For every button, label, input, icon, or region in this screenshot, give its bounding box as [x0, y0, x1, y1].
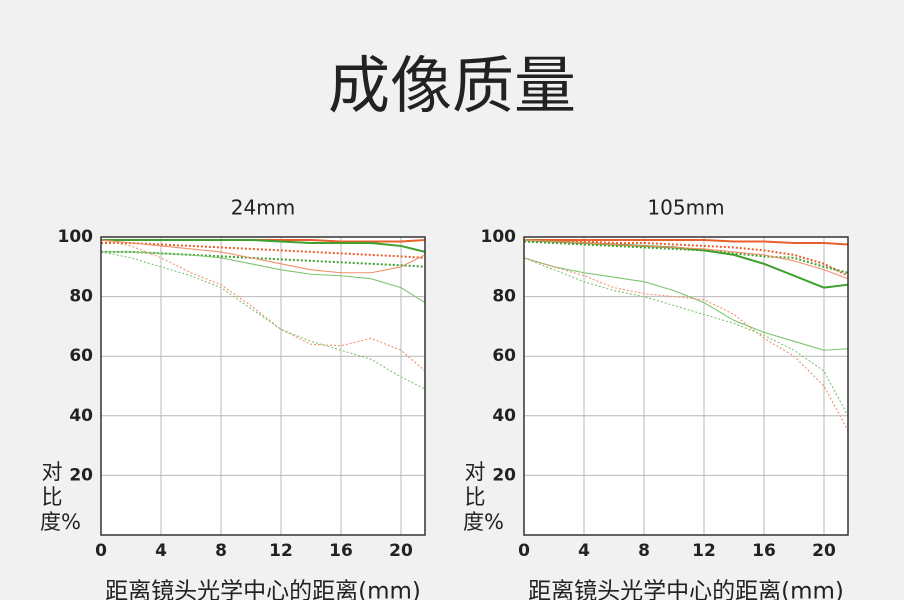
- x-tick-label: 12: [269, 541, 293, 561]
- plot-frame: [523, 236, 849, 536]
- series-line: [523, 257, 849, 417]
- x-tick-label: 8: [215, 541, 227, 561]
- x-tick-label: 16: [752, 541, 776, 561]
- x-tick-label: 0: [518, 541, 530, 561]
- series-line: [101, 251, 426, 304]
- chart-title: 105mm: [647, 196, 724, 220]
- series-line: [523, 257, 849, 431]
- y-tick-label: 100: [58, 227, 94, 247]
- series-line: [100, 239, 426, 372]
- x-tick-label: 16: [329, 541, 353, 561]
- series-line: [100, 251, 426, 390]
- y-axis-label: 对比度%: [463, 460, 504, 535]
- series-line: [101, 238, 426, 253]
- y-tick-label: 60: [492, 346, 516, 366]
- y-tick-label: 40: [69, 406, 93, 426]
- x-tick-label: 20: [812, 541, 836, 561]
- y-tick-label: 40: [492, 406, 516, 426]
- x-tick-label: 8: [638, 541, 650, 561]
- series-line: [523, 238, 849, 277]
- series-line: [523, 239, 849, 280]
- y-tick-label: 20: [492, 465, 516, 485]
- x-tick-label: 4: [578, 541, 590, 561]
- y-tick-label: 80: [69, 287, 93, 307]
- series-line: [523, 240, 849, 274]
- x-tick-label: 12: [692, 541, 716, 561]
- y-tick-label: 100: [481, 227, 517, 247]
- plot-background: [101, 237, 425, 535]
- x-tick-label: 4: [155, 541, 167, 561]
- series-line: [100, 239, 426, 274]
- x-tick-label: 0: [95, 541, 107, 561]
- plot-frame: [100, 236, 426, 536]
- x-axis-label: 距离镜头光学中心的距离(mm): [528, 579, 844, 600]
- y-tick-label: 60: [69, 346, 93, 366]
- y-axis-label: 对比度%: [40, 460, 81, 535]
- plot-background: [524, 237, 848, 535]
- series-line: [523, 257, 849, 351]
- chart-title: 24mm: [231, 196, 295, 220]
- series-line: [101, 250, 426, 268]
- page-title: 成像质量: [328, 49, 576, 122]
- y-tick-label: 20: [69, 465, 93, 485]
- x-tick-label: 20: [389, 541, 413, 561]
- y-tick-label: 80: [492, 287, 516, 307]
- series-line: [101, 241, 426, 259]
- x-axis-label: 距离镜头光学中心的距离(mm): [105, 579, 421, 600]
- series-line: [524, 238, 849, 246]
